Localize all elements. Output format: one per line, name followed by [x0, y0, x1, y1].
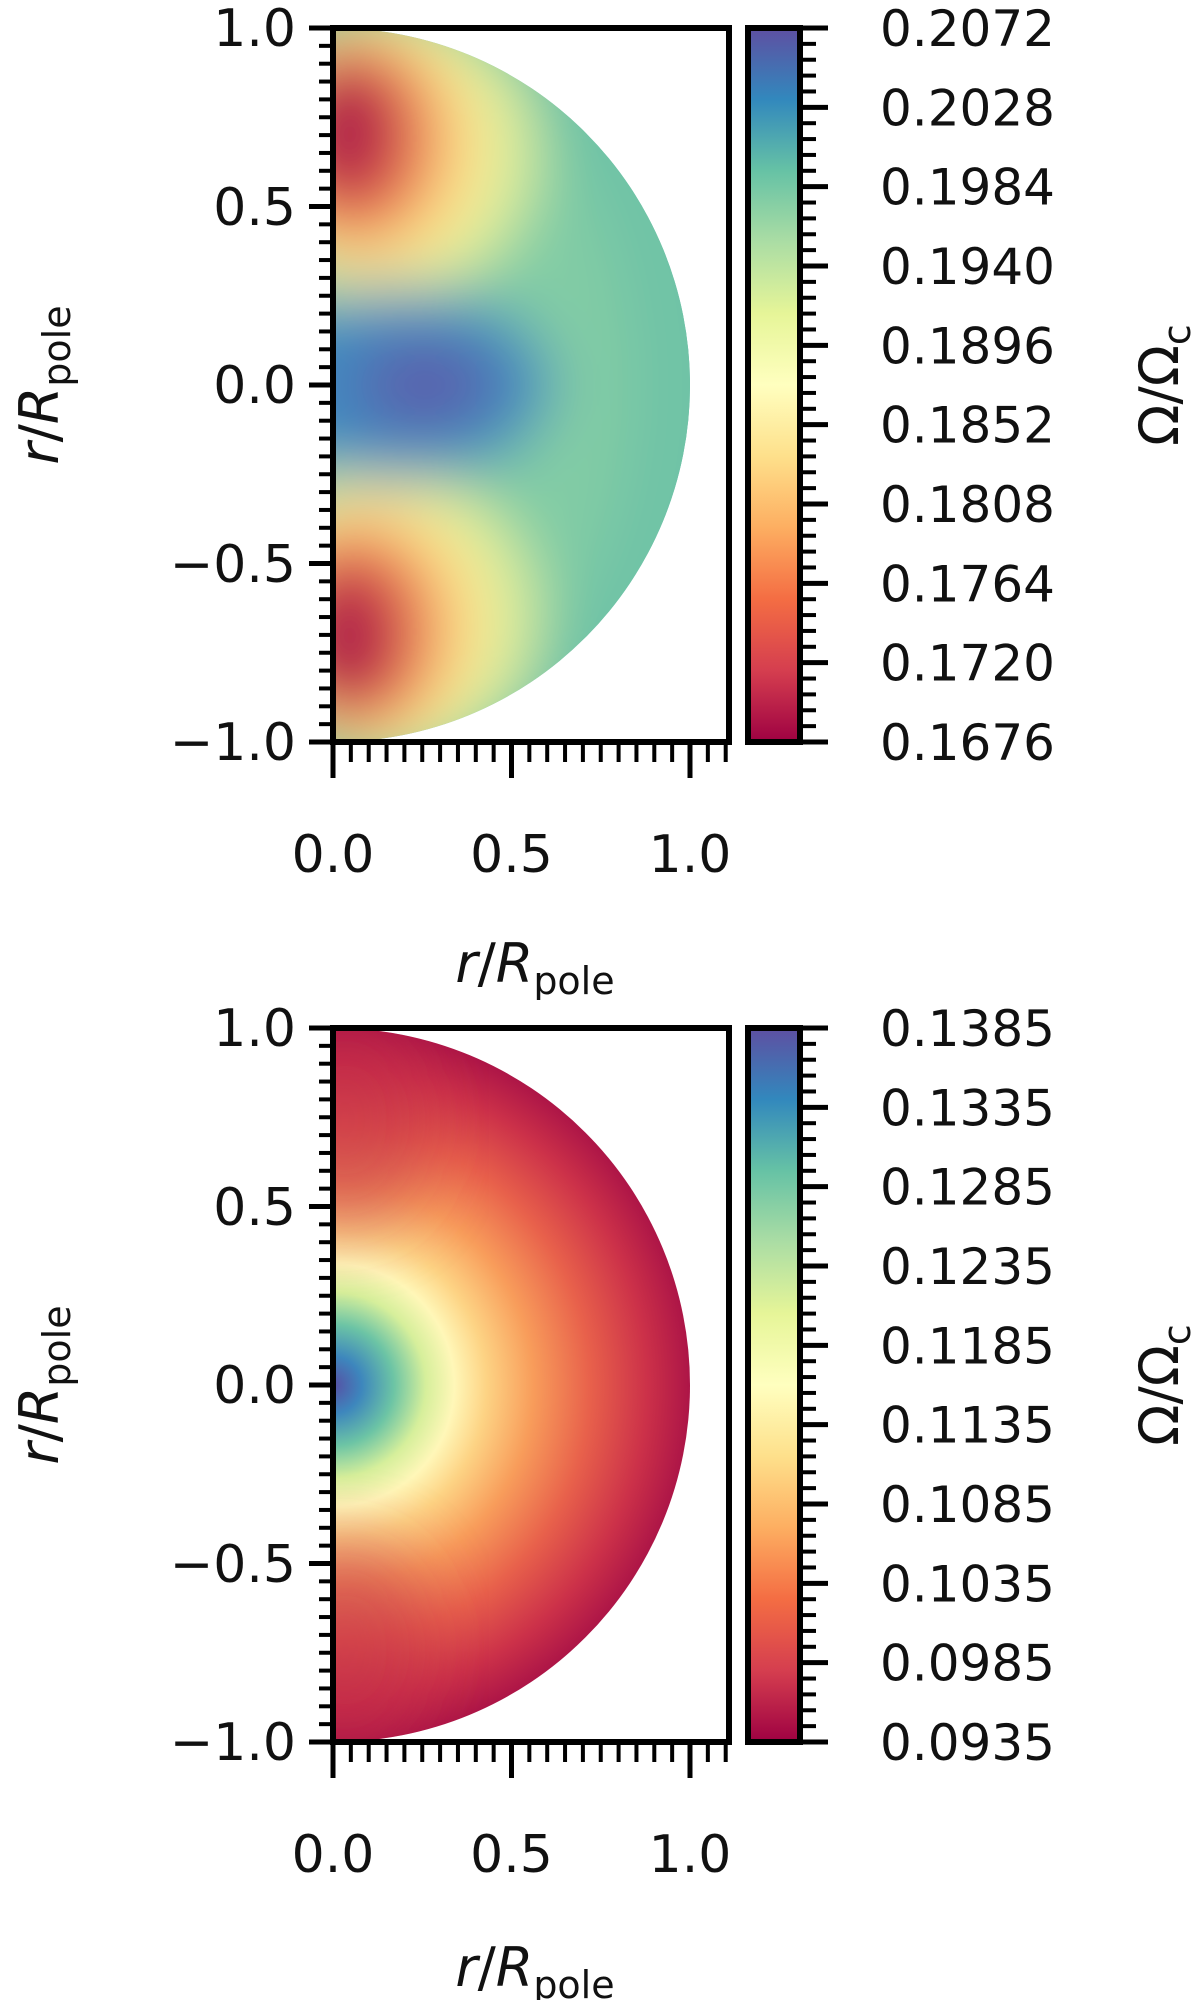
- y-tick-label: 0.5: [213, 1178, 296, 1238]
- colorbar-bottom: 0.1385 0.1335 0.1285 0.1235 0.1185 0.1135 0.10…: [745, 1000, 1055, 1772]
- colorbar-tick-label: 0.0935: [880, 1714, 1055, 1772]
- colorbar-tick-label: 0.1135: [880, 1397, 1055, 1455]
- colorbar-tick-label: 0.1940: [880, 238, 1055, 296]
- chart-panel-top: −1.0 −0.5 0.0 0.5 1.0 0.0 0.5 1.0 r/Rpol…: [0, 0, 1200, 1000]
- y-tick-label: 0.5: [213, 178, 296, 238]
- x-tick-label: 1.0: [649, 825, 732, 885]
- colorbar-tick-label: 0.1852: [880, 397, 1055, 455]
- y-tick-label: −1.0: [170, 713, 296, 773]
- colorbar-label-top: Ω/Ωc: [1128, 324, 1199, 446]
- colorbar-top: 0.1676 0.1720 0.1764 0.1808 0.1852 0.1896 0.19…: [745, 0, 1055, 772]
- chart-panel-bottom: −1.0 −0.5 0.0 0.5 1.0 0.0 0.5 1.0 r/Rpol…: [0, 1000, 1200, 2000]
- y-axis-bottom: −1.0 −0.5 0.0 0.5 1.0: [170, 1000, 333, 1773]
- x-axis-top: 0.0 0.5 1.0: [292, 742, 732, 885]
- x-tick-label: 0.5: [470, 1825, 553, 1885]
- y-axis-label-top: r/Rpole: [8, 305, 79, 464]
- x-tick-label: 0.5: [470, 825, 553, 885]
- x-tick-label: 1.0: [649, 1825, 732, 1885]
- y-tick-label: 0.0: [213, 1356, 296, 1416]
- colorbar-tick-label: 0.1896: [880, 317, 1055, 375]
- x-axis-label-bottom: r/Rpole: [455, 1936, 614, 2000]
- colorbar-tick-label: 0.1720: [880, 635, 1055, 693]
- y-tick-label: −1.0: [170, 1713, 296, 1773]
- colorbar-tick-label: 0.0985: [880, 1635, 1055, 1693]
- y-axis-label-bottom: r/Rpole: [8, 1305, 79, 1464]
- colorbar-tick-label: 0.2072: [880, 0, 1055, 58]
- colorbar-tick-label: 0.1385: [880, 1000, 1055, 1058]
- colorbar-tick-label: 0.1035: [880, 1555, 1055, 1613]
- y-tick-label: 1.0: [213, 1000, 296, 1059]
- colorbar-tick-label: 0.2028: [880, 79, 1055, 137]
- colorbar-tick-label: 0.1808: [880, 476, 1055, 534]
- colorbar-tick-label: 0.1235: [880, 1238, 1055, 1296]
- x-axis-label-top: r/Rpole: [455, 932, 614, 1000]
- y-tick-label: 0.0: [213, 356, 296, 416]
- colorbar-tick-label: 0.1285: [880, 1159, 1055, 1217]
- colorbar-tick-label: 0.1676: [880, 714, 1055, 772]
- chart-svg-bottom: −1.0 −0.5 0.0 0.5 1.0 0.0 0.5 1.0 r/Rpol…: [8, 1000, 1199, 2000]
- colorbar-tick-label: 0.1984: [880, 159, 1055, 217]
- colorbar-tick-label: 0.1764: [880, 555, 1055, 613]
- x-tick-label: 0.0: [292, 825, 375, 885]
- y-tick-label: 1.0: [213, 0, 296, 59]
- x-axis-bottom: 0.0 0.5 1.0: [292, 1742, 732, 1885]
- colorbar-gradient: [748, 1028, 800, 1742]
- colorbar-tick-label: 0.1185: [880, 1317, 1055, 1375]
- colorbar-tick-label: 0.1335: [880, 1079, 1055, 1137]
- colorbar-tick-label: 0.1085: [880, 1476, 1055, 1534]
- colorbar-label-bottom: Ω/Ωc: [1128, 1324, 1199, 1446]
- y-tick-label: −0.5: [170, 535, 296, 595]
- chart-svg-top: −1.0 −0.5 0.0 0.5 1.0 0.0 0.5 1.0 r/Rpol…: [8, 0, 1199, 1000]
- colorbar-gradient: [748, 28, 800, 742]
- y-tick-label: −0.5: [170, 1535, 296, 1595]
- y-axis-top: −1.0 −0.5 0.0 0.5 1.0: [170, 0, 333, 773]
- x-tick-label: 0.0: [292, 1825, 375, 1885]
